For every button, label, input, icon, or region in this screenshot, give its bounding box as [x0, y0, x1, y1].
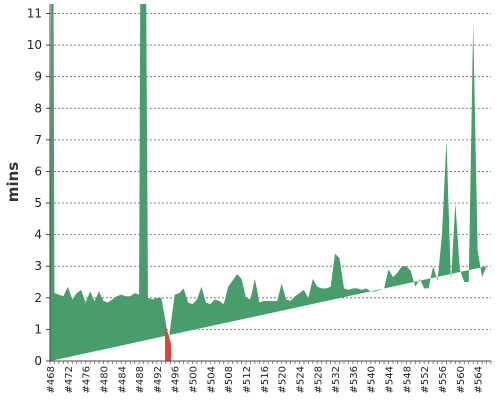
x-tick-label: #528 [313, 366, 324, 393]
y-tick-label: 4 [34, 228, 42, 242]
x-tick-label: #524 [295, 366, 306, 393]
success-area [50, 4, 487, 361]
duration-area [50, 4, 487, 361]
x-tick-label: #520 [278, 366, 289, 393]
x-tick-label: #560 [456, 366, 467, 393]
x-tick-label: #476 [82, 366, 93, 393]
x-tick-label: #544 [385, 366, 396, 393]
x-tick-label: #512 [242, 366, 253, 393]
x-tick-label: #536 [349, 366, 360, 393]
failed-build-marker [165, 323, 172, 361]
x-tick-label: #556 [438, 366, 449, 393]
x-tick-label: #488 [135, 366, 146, 393]
y-tick-label: 0 [34, 354, 42, 368]
y-axis-label: mins [4, 162, 22, 202]
x-tick-label: #480 [99, 366, 110, 393]
axes: 0 1 2 3 4 5 6 7 8 9 10 11 #468 #472 #476 #480 #484 #488 #4… [27, 4, 492, 393]
y-tick-label: 1 [34, 322, 42, 336]
gridlines [50, 13, 491, 330]
x-tick-label: #504 [206, 366, 217, 393]
y-tick-label: 10 [27, 38, 42, 52]
x-tick-label: #496 [171, 366, 182, 393]
y-tick-label: 3 [34, 259, 42, 273]
y-tick-label: 6 [34, 164, 42, 178]
x-tick-label: #564 [474, 366, 485, 393]
x-tick-label: #532 [331, 366, 342, 393]
x-tick-label: #468 [46, 366, 57, 393]
x-tick-label: #472 [64, 366, 75, 393]
x-tick-label: #548 [402, 366, 413, 393]
y-tick-label: 9 [34, 70, 42, 84]
x-tick-label: #508 [224, 366, 235, 393]
y-tick-label: 5 [34, 196, 42, 210]
x-tick-label: #500 [189, 366, 200, 393]
x-tick-label: #516 [260, 366, 271, 393]
x-tick-label: #540 [367, 366, 378, 393]
y-tick-label: 2 [34, 291, 42, 305]
y-tick-label: 11 [27, 6, 42, 20]
y-tick-label: 8 [34, 101, 42, 115]
x-tick-label: #484 [117, 366, 128, 393]
x-tick-label: #552 [420, 366, 431, 393]
x-tick-label: #492 [153, 366, 164, 393]
y-tick-label: 7 [34, 133, 42, 147]
